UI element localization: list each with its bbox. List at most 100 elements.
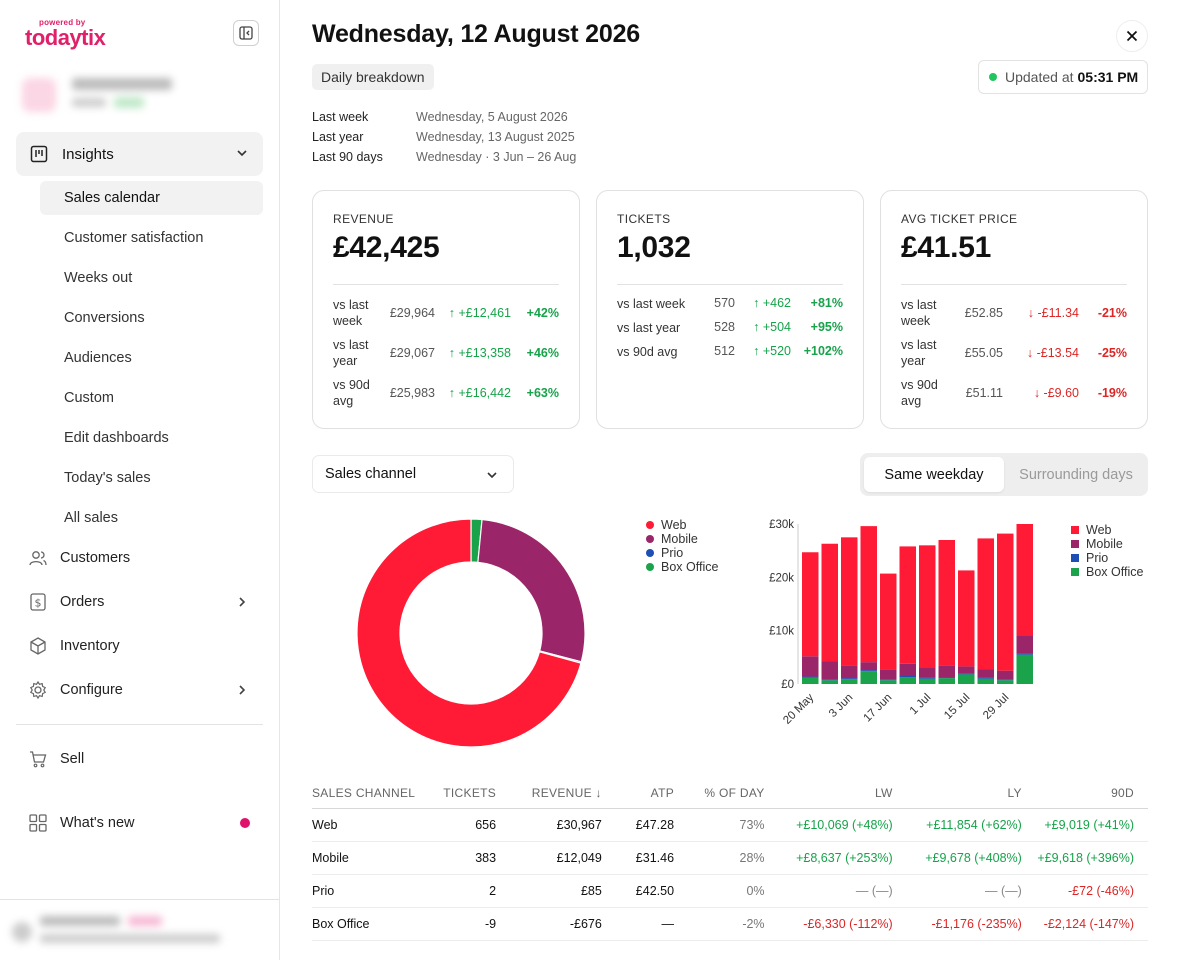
sidebar-collapse-icon (239, 26, 253, 40)
bar-web[interactable] (821, 543, 839, 662)
column-header[interactable]: TICKETS (429, 778, 497, 809)
bar-mobile[interactable] (938, 665, 956, 678)
bar-web[interactable] (802, 552, 819, 657)
sidebar-item-todays-sales[interactable]: Today's sales (64, 470, 151, 486)
bar-mobile[interactable] (1016, 636, 1034, 654)
bar-web[interactable] (1016, 524, 1034, 636)
sidebar-item-inventory[interactable]: Inventory (28, 631, 263, 661)
nav-group-insights[interactable]: Insights (16, 132, 263, 176)
bar-prio[interactable] (880, 679, 897, 681)
bar-mobile[interactable] (841, 665, 858, 679)
bar-mobile[interactable] (997, 670, 1014, 680)
sidebar-item-whats-new[interactable]: What's new (28, 808, 263, 838)
bar-box-office[interactable] (1016, 654, 1034, 684)
bar-web[interactable] (938, 540, 956, 666)
bar-web[interactable] (880, 573, 897, 670)
todaytix-logo[interactable]: powered by todaytix (25, 18, 106, 49)
bar-mobile[interactable] (919, 668, 936, 678)
sidebar-item-configure[interactable]: Configure (28, 675, 263, 705)
bar-web[interactable] (958, 570, 975, 667)
bar-mobile[interactable] (977, 669, 995, 678)
bar-web[interactable] (919, 545, 936, 668)
close-button[interactable] (1116, 20, 1148, 52)
bar-box-office[interactable] (899, 677, 917, 684)
row-label: vs last week (901, 298, 937, 328)
sidebar-item-orders[interactable]: $ Orders (28, 587, 263, 617)
column-header[interactable]: ATP (601, 778, 675, 809)
x-tick-label: 1 Jul (908, 692, 934, 718)
organization-switcher[interactable] (22, 74, 262, 116)
bar-mobile[interactable] (860, 662, 878, 671)
sidebar-item-edit-dashboards[interactable]: Edit dashboards (64, 430, 169, 446)
bar-box-office[interactable] (958, 674, 975, 684)
bar-mobile[interactable] (802, 656, 819, 677)
table-row[interactable]: Prio 2 £85 £42.50 0% — (—) — (—) -£72 (-46%) (312, 874, 1148, 908)
sales-channel-dropdown[interactable]: Sales channel (312, 455, 514, 493)
user-account-menu[interactable] (10, 912, 270, 952)
bar-prio[interactable] (958, 673, 975, 675)
bar-box-office[interactable] (821, 680, 839, 684)
sidebar-item-custom[interactable]: Custom (64, 390, 114, 406)
column-header[interactable]: SALES CHANNEL (312, 778, 430, 809)
sidebar-item-audiences[interactable]: Audiences (64, 350, 132, 366)
bar-prio[interactable] (919, 677, 936, 679)
table-cell-atp: — (601, 907, 675, 941)
sidebar-item-label: Customers (60, 550, 131, 566)
bar-prio[interactable] (821, 679, 839, 681)
legend-item: Box Office (1071, 565, 1143, 579)
row-label: vs last year (901, 338, 937, 368)
column-header-sorted[interactable]: REVENUE ↓ (496, 778, 602, 809)
same-weekday-tab[interactable]: Same weekday (864, 457, 1004, 492)
bar-prio[interactable] (1016, 653, 1034, 655)
table-row[interactable]: Web 656 £30,967 £47.28 73% +£10,069 (+48%) +£1… (312, 808, 1148, 842)
sidebar-item-customer-satisfaction[interactable]: Customer satisfaction (64, 230, 204, 246)
bar-web[interactable] (977, 538, 995, 670)
sidebar-item-conversions[interactable]: Conversions (64, 310, 145, 326)
column-header[interactable]: LY (892, 778, 1022, 809)
bar-mobile[interactable] (880, 669, 897, 680)
bar-box-office[interactable] (802, 677, 819, 684)
bar-prio[interactable] (899, 676, 917, 678)
bar-box-office[interactable] (919, 678, 936, 684)
column-header[interactable]: LW (764, 778, 893, 809)
bar-web[interactable] (997, 533, 1014, 671)
sidebar-item-weeks-out[interactable]: Weeks out (64, 270, 133, 286)
comparison-label: Last week (312, 110, 369, 124)
row-label: vs last week (617, 297, 686, 311)
bar-box-office[interactable] (880, 680, 897, 684)
chevron-right-icon (239, 597, 246, 607)
bar-web[interactable] (899, 546, 917, 664)
bar-box-office[interactable] (860, 671, 878, 684)
bar-mobile[interactable] (821, 661, 839, 680)
bar-box-office[interactable] (977, 678, 995, 684)
surrounding-days-tab[interactable]: Surrounding days (1019, 466, 1133, 483)
bar-prio[interactable] (938, 677, 956, 679)
main-panel: Wednesday, 12 August 2026 Daily breakdow… (280, 0, 1180, 960)
bar-box-office[interactable] (841, 679, 858, 684)
sidebar-item-sales-calendar[interactable]: Sales calendar (40, 181, 263, 215)
column-header[interactable]: % OF DAY (674, 778, 765, 809)
bar-prio[interactable] (841, 678, 858, 680)
table-row[interactable]: Mobile 383 £12,049 £31.46 28% +£8,637 (+253%)… (312, 841, 1148, 875)
bar-box-office[interactable] (938, 678, 956, 684)
bar-mobile[interactable] (899, 663, 917, 676)
bar-prio[interactable] (860, 670, 878, 672)
bar-prio[interactable] (802, 676, 819, 678)
bar-web[interactable] (841, 537, 858, 666)
bar-mobile[interactable] (958, 666, 975, 674)
bar-box-office[interactable] (997, 680, 1014, 684)
bar-web[interactable] (860, 526, 878, 663)
bar-prio[interactable] (977, 677, 995, 679)
donut-slice-mobile[interactable] (477, 518, 586, 663)
notification-dot (240, 818, 250, 828)
collapse-sidebar-button[interactable] (233, 20, 259, 46)
table-row[interactable]: Box Office -9 -£676— -2% -£6,330 (-112%) -£1,… (312, 907, 1148, 941)
bar-prio[interactable] (997, 679, 1014, 681)
column-header[interactable]: 90D (1021, 778, 1148, 809)
donut-slice-web[interactable] (356, 518, 582, 748)
sales-channel-table: SALES CHANNEL TICKETS REVENUE ↓ ATP % OF… (312, 778, 1148, 941)
sidebar-item-sell[interactable]: Sell (28, 744, 263, 774)
sidebar-item-all-sales[interactable]: All sales (64, 510, 118, 526)
sidebar-item-customers[interactable]: Customers (28, 543, 263, 573)
row-pct: +102% (803, 344, 843, 358)
